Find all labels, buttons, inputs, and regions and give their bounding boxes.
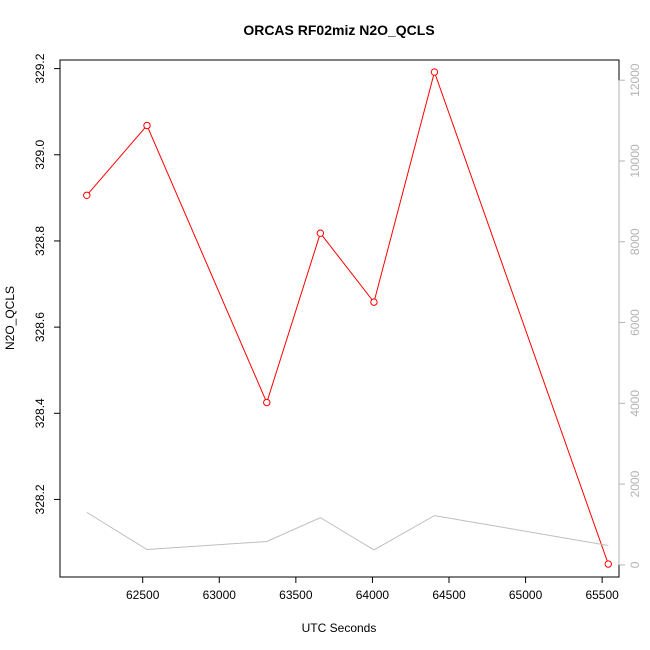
series-layer xyxy=(83,68,612,568)
y2-tick-label: 2000 xyxy=(628,470,642,497)
y-axis-label: N2O_QCLS xyxy=(3,286,17,350)
y-tick-label: 329.2 xyxy=(33,53,47,83)
x-tick-label: 63000 xyxy=(203,588,237,602)
y-tick-label: 328.2 xyxy=(33,484,47,514)
y-tick-label: 328.6 xyxy=(33,312,47,342)
x-tick-label: 64000 xyxy=(356,588,390,602)
series-line-2 xyxy=(86,511,609,551)
x-axis: 62500 63000 63500 64000 64500 65000 65500 xyxy=(126,576,619,602)
x-tick-label: 63500 xyxy=(279,588,313,602)
data-point xyxy=(316,229,325,237)
y2-tick-label: 8000 xyxy=(628,228,642,255)
y2-tick-label: 4000 xyxy=(628,390,642,417)
y2-tick-label: 10000 xyxy=(628,144,642,178)
data-point xyxy=(370,298,378,306)
y-tick-label: 328.8 xyxy=(33,226,47,256)
y-axis-right: 0 2000 4000 6000 8000 10000 12000 xyxy=(618,63,642,568)
x-tick-label: 65000 xyxy=(509,588,543,602)
x-tick-label: 65500 xyxy=(585,588,619,602)
chart-title: ORCAS RF02miz N2O_QCLS xyxy=(243,22,434,38)
x-axis-label: UTC Seconds xyxy=(302,621,377,635)
y2-tick-label: 12000 xyxy=(628,63,642,97)
data-point xyxy=(430,68,439,76)
data-point xyxy=(83,191,91,199)
x-tick-label: 64500 xyxy=(432,588,466,602)
y-tick-label: 329.0 xyxy=(33,139,47,169)
y2-tick-label: 0 xyxy=(628,561,642,568)
data-point xyxy=(143,121,151,130)
x-tick-label: 62500 xyxy=(126,588,160,602)
data-point xyxy=(263,398,271,407)
y-tick-label: 328.4 xyxy=(33,398,47,428)
series-line-1 xyxy=(86,70,609,565)
y2-tick-label: 6000 xyxy=(628,309,642,336)
plot-frame xyxy=(59,59,620,578)
data-point xyxy=(604,560,612,568)
y-axis-left: 328.2 328.4 328.6 328.8 329.0 329.2 xyxy=(33,53,61,514)
